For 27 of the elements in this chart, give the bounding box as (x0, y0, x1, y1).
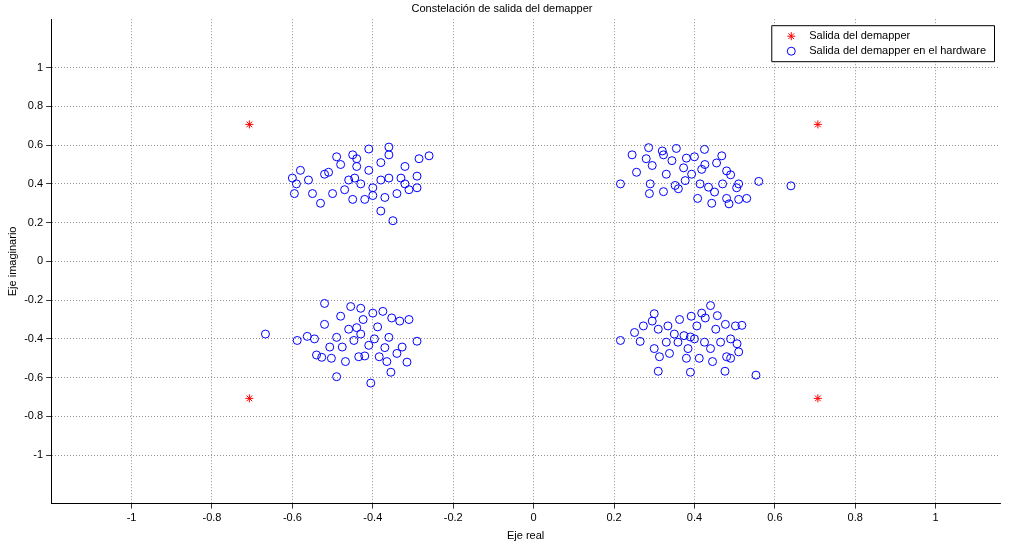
y-tick-label: 1 (37, 60, 44, 73)
legend-label: Salida del demapper en el hardware (809, 44, 987, 57)
x-tick-label: 0.8 (847, 511, 863, 524)
y-tick-label: 0.4 (27, 176, 44, 189)
x-axis-title: Eje real (506, 529, 545, 542)
x-tick-label: 0.2 (606, 511, 622, 524)
legend-label: Salida del demapper (809, 29, 911, 42)
x-tick-label: 0 (530, 511, 537, 524)
y-tick-label: 0 (37, 254, 44, 267)
x-tick-label: 1 (932, 511, 939, 524)
y-tick-label: -1 (33, 448, 44, 461)
y-tick-label: 0.8 (27, 99, 44, 112)
y-tick-label: 0.2 (27, 215, 44, 228)
x-tick-label: 0.6 (767, 511, 783, 524)
y-tick-label: -0.2 (24, 293, 44, 306)
y-tick-label: -0.6 (24, 370, 44, 383)
x-tick-label: -0.6 (282, 511, 302, 524)
y-axis-title: Eje imaginario (5, 226, 18, 297)
y-tick-label: -0.4 (24, 331, 44, 344)
y-tick-label: 0.6 (27, 138, 44, 151)
x-tick-label: -0.4 (363, 511, 383, 524)
y-tick-label: -0.8 (24, 409, 44, 422)
x-tick-label: -0.8 (202, 511, 222, 524)
x-tick-label: 0.4 (686, 511, 703, 524)
x-tick-label: -0.2 (443, 511, 463, 524)
chart-title: Constelación de salida del demapper (411, 1, 593, 14)
x-tick-label: -1 (126, 511, 137, 524)
